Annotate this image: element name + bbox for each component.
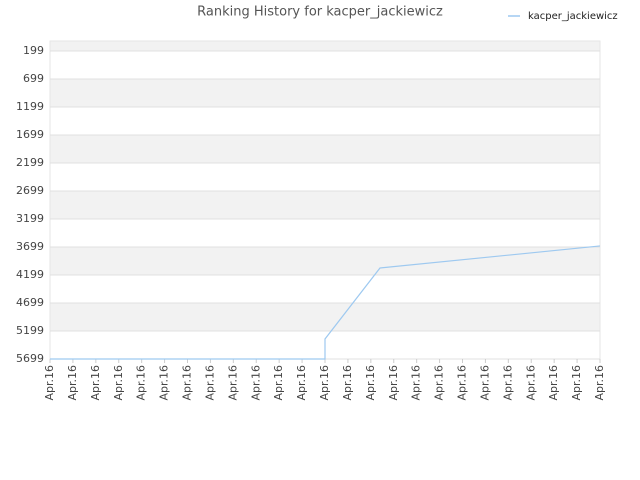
x-tick-label: Apr.16 <box>547 365 560 401</box>
legend-label: kacper_jackiewicz <box>528 11 618 22</box>
x-tick-label: Apr.16 <box>501 365 514 401</box>
y-tick-label: 4199 <box>16 268 44 281</box>
plot-band <box>50 135 600 164</box>
plot-band <box>50 303 600 332</box>
line-series <box>50 245 601 360</box>
y-tick-label: 699 <box>23 72 44 85</box>
x-tick-label: Apr.16 <box>410 365 423 401</box>
x-tick-label: Apr.16 <box>43 365 56 401</box>
y-tick-label: 4699 <box>16 296 44 309</box>
x-tick-label: Apr.16 <box>226 365 239 401</box>
y-tick-label: 1199 <box>16 100 44 113</box>
y-tick-label: 5199 <box>16 324 44 337</box>
x-tick-label: Apr.16 <box>249 365 262 401</box>
y-tick-label: 5699 <box>16 352 44 365</box>
x-tick-label: Apr.16 <box>112 365 125 401</box>
x-tick-label: Apr.16 <box>570 365 583 401</box>
x-tick-label: Apr.16 <box>203 365 216 401</box>
chart-title: Ranking History for kacper_jackiewicz <box>197 5 443 20</box>
x-tick-label: Apr.16 <box>478 365 491 401</box>
x-tick-label: Apr.16 <box>158 365 171 401</box>
x-tick-label: Apr.16 <box>364 365 377 401</box>
x-tick-label: Apr.16 <box>66 365 79 401</box>
y-tick-label: 2199 <box>16 156 44 169</box>
x-tick-label: Apr.16 <box>593 365 606 401</box>
x-tick-label: Apr.16 <box>456 365 469 401</box>
x-tick-label: Apr.16 <box>89 365 102 401</box>
y-tick-label: 2699 <box>16 184 44 197</box>
plot-band <box>50 41 600 52</box>
plot-band <box>50 79 600 108</box>
x-tick-label: Apr.16 <box>135 365 148 401</box>
plot-band <box>50 247 600 276</box>
plot-band <box>50 191 600 220</box>
x-tick-label: Apr.16 <box>181 365 194 401</box>
x-tick-label: Apr.16 <box>433 365 446 401</box>
x-tick-label: Apr.16 <box>524 365 537 401</box>
x-tick-label: Apr.16 <box>341 365 354 401</box>
x-tick-label: Apr.16 <box>318 365 331 401</box>
y-tick-label: 199 <box>23 44 44 57</box>
x-tick-label: Apr.16 <box>387 365 400 401</box>
y-tick-label: 1699 <box>16 128 44 141</box>
y-tick-label: 3199 <box>16 212 44 225</box>
y-tick-label: 3699 <box>16 240 44 253</box>
x-tick-label: Apr.16 <box>295 365 308 401</box>
x-tick-label: Apr.16 <box>272 365 285 401</box>
